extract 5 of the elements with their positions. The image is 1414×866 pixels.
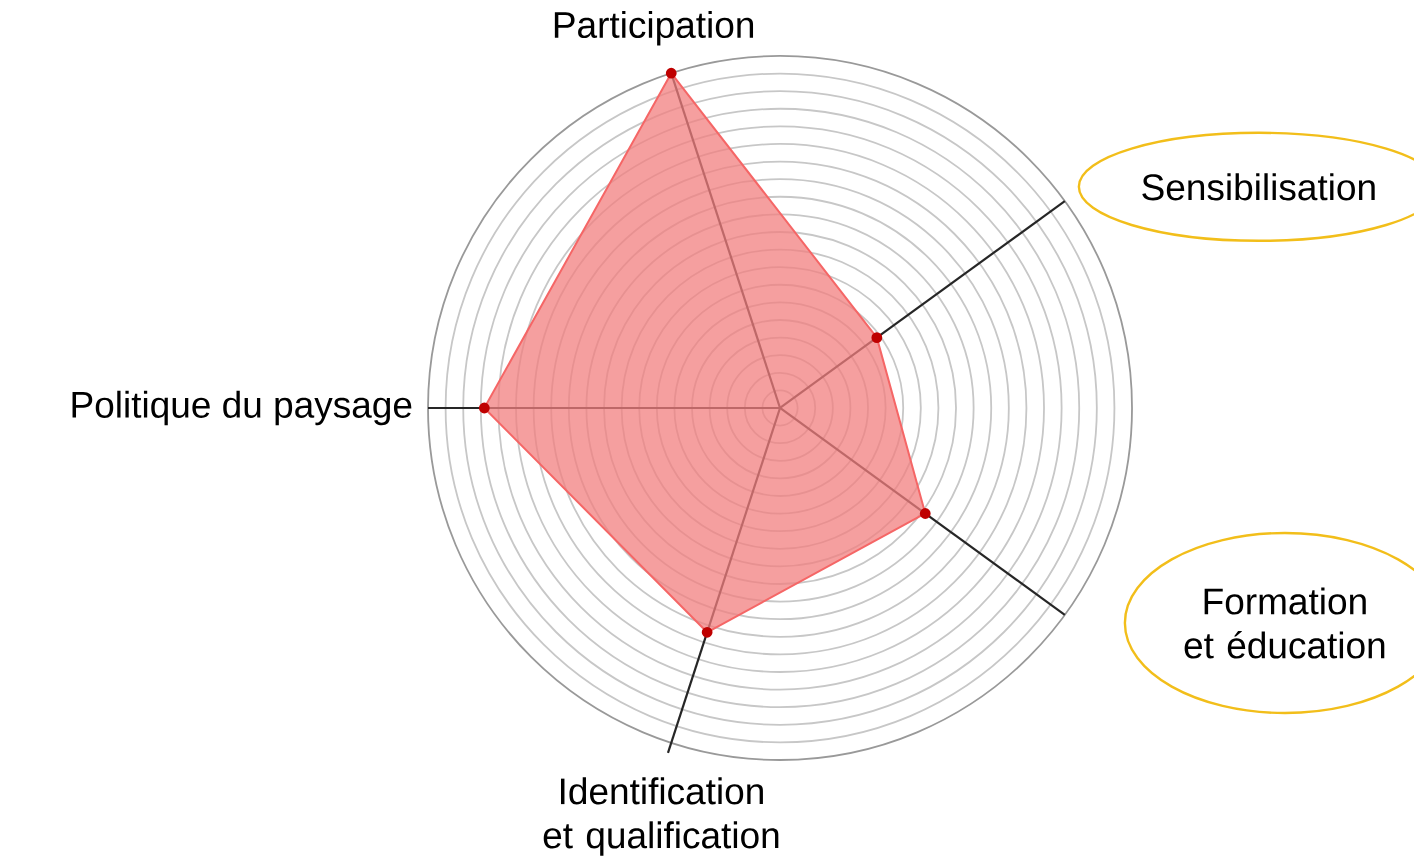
spoke-label: Politique du paysage	[72, 390, 412, 426]
spoke-label: Participation	[554, 10, 754, 46]
spoke-label: Identification et qualification	[543, 777, 779, 856]
spoke-label: Formation et éducation	[1184, 587, 1385, 659]
spoke-label: Sensibilisation	[1142, 173, 1375, 201]
